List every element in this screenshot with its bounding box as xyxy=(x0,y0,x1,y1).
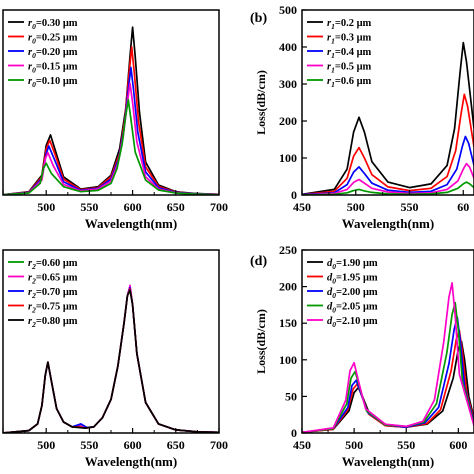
x-tick-label: 650 xyxy=(167,200,185,214)
legend-entry: r2=0.75 μm xyxy=(28,302,78,315)
y-tick-label: 400 xyxy=(279,40,297,54)
legend-entry: r0=0.20 μm xyxy=(28,47,78,60)
series-line-3 xyxy=(302,135,474,195)
legend-entry: r1=0.2 μm xyxy=(327,18,372,31)
series-group xyxy=(3,284,219,433)
legend-entry: d0=2.00 μm xyxy=(327,287,378,300)
x-tick-label: 550 xyxy=(80,438,98,452)
series-line-5 xyxy=(3,99,219,195)
y-tick-label: 500 xyxy=(279,3,297,17)
chart-panel-4: 450 500 550 600 0 50 100 150 200 250 Wavelength(nm… xyxy=(250,243,474,469)
series-line-5 xyxy=(3,289,219,433)
y-tick-label: 200 xyxy=(279,114,297,128)
series-line-5 xyxy=(302,181,474,195)
legend-entry: r1=0.4 μm xyxy=(327,47,372,60)
x-tick-label: 650 xyxy=(167,438,185,452)
legend-entry: d0=2.05 μm xyxy=(327,302,378,315)
x-tick-label: 550 xyxy=(80,200,98,214)
legend-entry: r1=0.6 μm xyxy=(327,76,372,89)
x-tick-label: 550 xyxy=(397,438,415,452)
series-group xyxy=(3,26,219,195)
y-tick-label: 0 xyxy=(291,426,297,440)
x-tick-label: 500 xyxy=(347,200,365,214)
legend-entry: r1=0.3 μm xyxy=(327,33,372,46)
legend-entry: r2=0.65 μm xyxy=(28,273,78,286)
series-group xyxy=(302,41,474,195)
x-tick-label: 600 xyxy=(124,200,142,214)
x-tick-label: 500 xyxy=(37,200,55,214)
y-tick-label: 150 xyxy=(279,316,297,330)
x-tick-label: 700 xyxy=(210,200,228,214)
x-axis-label: Wavelength(nm) xyxy=(85,216,177,231)
x-tick-label: 500 xyxy=(37,438,55,452)
legend-entry: r2=0.60 μm xyxy=(28,258,78,271)
legend-entry: d0=2.10 μm xyxy=(327,316,378,329)
x-tick-label: 60 xyxy=(457,200,469,214)
x-tick-label: 550 xyxy=(401,200,419,214)
legend-entry: r0=0.10 μm xyxy=(28,76,78,89)
legend-entry: r0=0.30 μm xyxy=(28,18,78,31)
legend-entry: r0=0.15 μm xyxy=(28,62,78,75)
legend-entry: d0=1.90 μm xyxy=(327,258,378,271)
x-axis-label: Wavelength(nm) xyxy=(85,454,177,469)
x-tick-label: 600 xyxy=(124,438,142,452)
x-axis-label: Wavelength(nm) xyxy=(342,454,434,469)
y-tick-label: 250 xyxy=(279,243,297,257)
series-line-5 xyxy=(302,282,474,433)
series-group xyxy=(302,282,474,433)
legend-entry: r1=0.5 μm xyxy=(327,62,372,75)
plot-frame xyxy=(301,9,474,196)
legend-entry: r2=0.80 μm xyxy=(28,316,78,329)
y-tick-label: 0 xyxy=(291,188,297,202)
series-line-1 xyxy=(302,340,474,433)
series-line-4 xyxy=(302,162,474,195)
series-line-2 xyxy=(302,93,474,195)
legend-entry: r2=0.70 μm xyxy=(28,287,78,300)
y-tick-label: 200 xyxy=(279,280,297,294)
series-line-3 xyxy=(302,316,474,433)
y-tick-label: 100 xyxy=(279,151,297,165)
x-tick-label: 700 xyxy=(210,438,228,452)
x-axis-label: Wavelength(nm) xyxy=(342,216,434,231)
series-line-1 xyxy=(302,41,474,195)
y-axis-label: Loss(dB/cm) xyxy=(254,309,268,374)
x-tick-label: 450 xyxy=(293,438,311,452)
panel-label: (b) xyxy=(250,11,267,26)
y-tick-label: 300 xyxy=(279,77,297,91)
y-tick-label: 50 xyxy=(285,389,297,403)
legend-entry: r0=0.25 μm xyxy=(28,33,78,46)
chart-panel-2: 450 500 550 600100200300400500Wavelength(nm… xyxy=(250,3,474,231)
x-tick-label: 450 xyxy=(293,200,311,214)
x-tick-label: 600 xyxy=(449,438,467,452)
y-axis-label: Loss(dB/cm) xyxy=(254,70,268,135)
y-tick-label: 100 xyxy=(279,353,297,367)
panel-label: (d) xyxy=(250,254,267,269)
legend-entry: d0=1.95 μm xyxy=(327,273,378,286)
x-tick-label: 500 xyxy=(345,438,363,452)
plot-frame xyxy=(301,249,474,434)
